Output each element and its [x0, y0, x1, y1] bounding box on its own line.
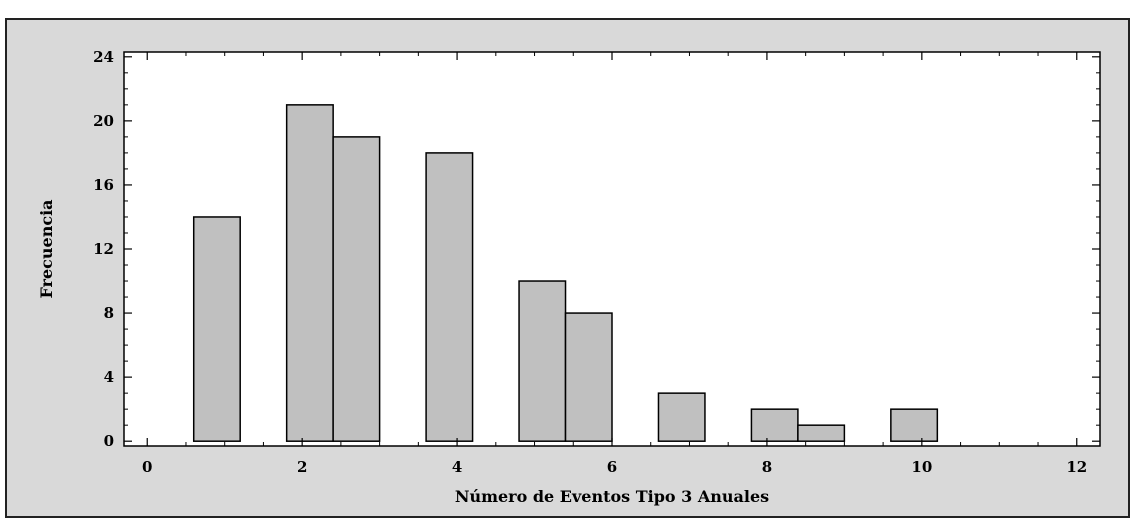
x-tick-label-3: 6	[607, 458, 617, 476]
bar-4	[518, 280, 567, 442]
bar-7	[750, 408, 799, 442]
x-axis-title: Número de Eventos Tipo 3 Anuales	[455, 487, 769, 506]
y-tick-label-1: 4	[104, 368, 114, 386]
y-tick-label-0: 0	[104, 432, 114, 450]
x-tick-label-1: 2	[297, 458, 307, 476]
bar-8	[797, 424, 846, 442]
y-tick-label-5: 20	[93, 112, 114, 130]
bar-3	[425, 152, 474, 442]
x-tick-label-0: 0	[142, 458, 152, 476]
y-axis-title: Frecuencia	[37, 199, 56, 298]
bar-9	[890, 408, 939, 442]
bar-6	[657, 392, 706, 442]
bars-group	[192, 104, 939, 442]
y-tick-label-2: 8	[104, 304, 114, 322]
bar-5	[564, 312, 613, 442]
x-tick-label-2: 4	[452, 458, 462, 476]
bar-2	[332, 136, 381, 442]
y-tick-label-6: 24	[93, 48, 114, 66]
x-tick-label-5: 10	[911, 458, 932, 476]
x-tick-label-4: 8	[762, 458, 772, 476]
y-tick-label-4: 16	[93, 176, 114, 194]
y-tick-label-3: 12	[93, 240, 114, 258]
bar-0	[192, 216, 241, 442]
x-tick-label-6: 12	[1066, 458, 1087, 476]
bar-1	[285, 104, 334, 442]
